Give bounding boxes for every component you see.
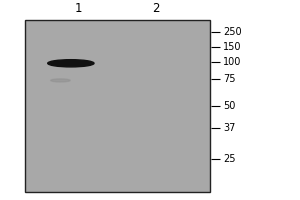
- Text: 25: 25: [223, 154, 236, 164]
- Ellipse shape: [48, 60, 94, 67]
- Text: 100: 100: [223, 57, 242, 67]
- Text: 2: 2: [152, 2, 160, 15]
- Ellipse shape: [51, 79, 70, 82]
- Text: 150: 150: [223, 42, 242, 52]
- Text: 50: 50: [223, 101, 236, 111]
- Text: 75: 75: [223, 74, 236, 84]
- Bar: [25, 20, 210, 192]
- Text: 1: 1: [75, 2, 82, 15]
- Text: 250: 250: [223, 27, 242, 37]
- Text: 37: 37: [223, 123, 236, 133]
